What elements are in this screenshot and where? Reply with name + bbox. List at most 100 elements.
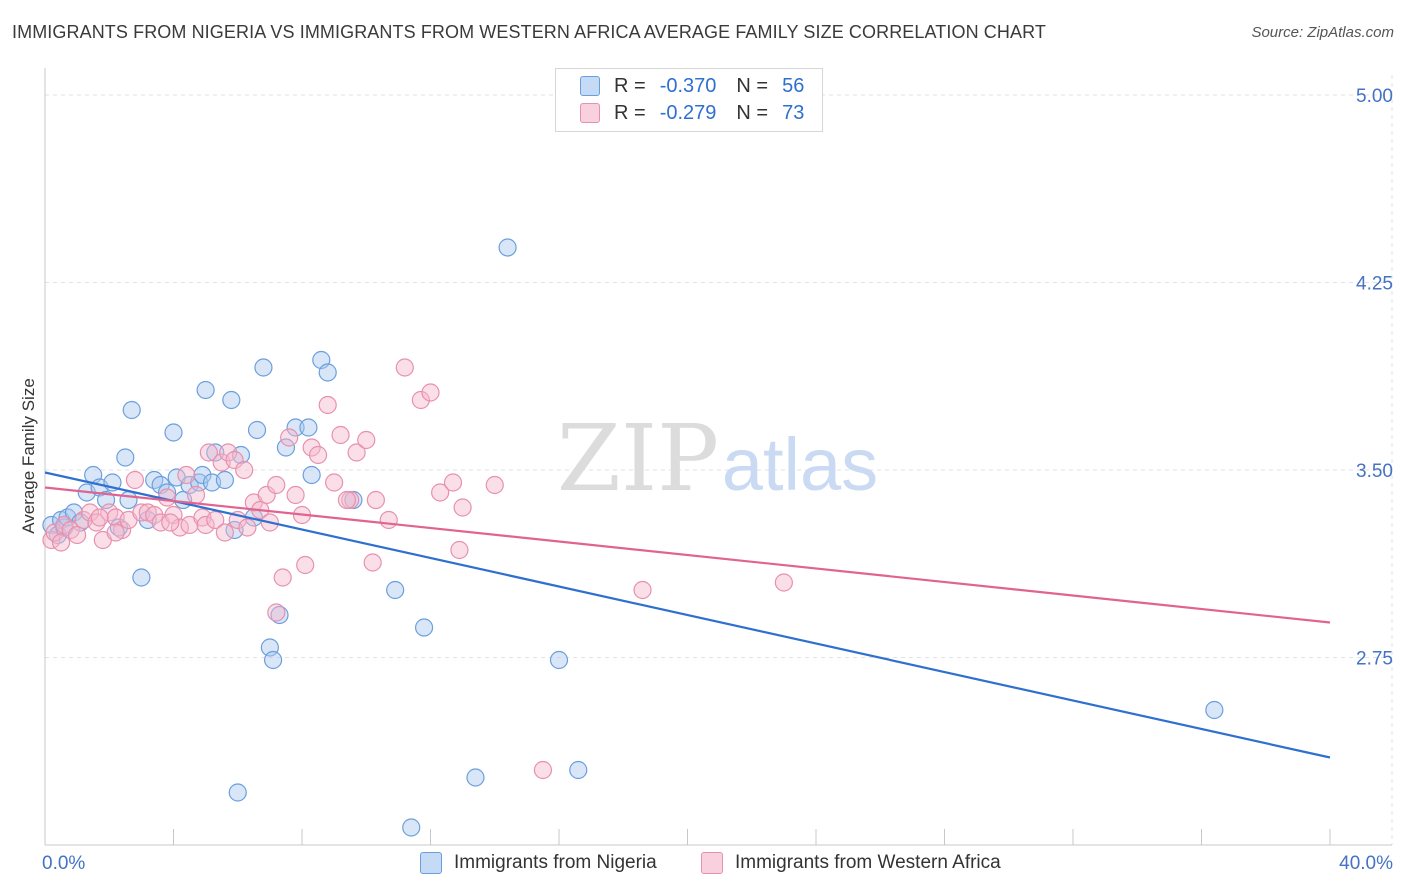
point-wafrica [267, 475, 286, 495]
point-wafrica [421, 383, 440, 402]
point-nigeria [254, 358, 273, 377]
tick-labels: 2.75 3.50 4.25 5.00 0.0% 40.0% [42, 86, 1393, 874]
bottom-legend-wafrica: Immigrants from Western Africa [701, 852, 1001, 874]
y-axis-label: Average Family Size [19, 378, 38, 534]
y-tick-label: 5.00 [1356, 86, 1393, 107]
point-nigeria [1205, 700, 1224, 720]
bottom-legend-nigeria: Immigrants from Nigeria [420, 852, 657, 874]
point-wafrica [286, 485, 305, 505]
point-wafrica [196, 515, 215, 535]
point-nigeria [549, 650, 569, 670]
legend-r-label: R = [614, 101, 646, 124]
point-wafrica [90, 508, 109, 527]
point-nigeria [247, 420, 267, 440]
bottom-legend-swatch-wafrica [701, 852, 723, 874]
point-nigeria [318, 363, 337, 382]
point-nigeria [302, 465, 321, 485]
legend-row-nigeria: R = -0.370 N = 56 [580, 74, 804, 98]
point-nigeria [109, 518, 128, 537]
y-tick-label: 4.25 [1356, 274, 1393, 295]
point-wafrica [206, 510, 225, 530]
trendlines [44, 471, 1331, 759]
watermark-atlas: atlas [722, 423, 878, 506]
point-nigeria [215, 470, 234, 490]
trendline-nigeria [44, 471, 1331, 759]
watermark: ZIP atlas [557, 405, 878, 512]
watermark-zip: ZIP [557, 405, 719, 512]
point-nigeria [276, 438, 296, 457]
point-wafrica [87, 513, 106, 532]
point-wafrica [51, 533, 71, 552]
point-wafrica [177, 465, 196, 485]
point-wafrica [235, 460, 254, 480]
point-nigeria [228, 783, 247, 802]
point-wafrica [308, 445, 328, 465]
point-nigeria [402, 818, 421, 837]
point-wafrica [68, 525, 87, 545]
point-wafrica [379, 510, 398, 530]
x-tick-label: 40.0% [1339, 853, 1393, 874]
point-wafrica [411, 390, 430, 410]
point-wafrica [633, 580, 652, 600]
point-nigeria [164, 423, 183, 442]
point-wafrica [347, 443, 366, 462]
point-wafrica [80, 503, 100, 522]
legend-n-value-wafrica: 73 [782, 101, 805, 124]
point-wafrica [443, 473, 463, 492]
point-nigeria [263, 650, 283, 670]
point-nigeria [286, 418, 305, 437]
point-nigeria [386, 580, 405, 600]
legend-row-wafrica: R = -0.279 N = 73 [580, 101, 804, 125]
point-wafrica [395, 358, 414, 377]
legend-swatch-nigeria [580, 76, 600, 96]
correlation-legend: R = -0.370 N = 56 R = -0.279 N = 73 [555, 68, 823, 132]
point-wafrica [280, 428, 299, 447]
series-nigeria [42, 238, 1224, 837]
y-tick-label: 3.50 [1356, 461, 1393, 482]
point-wafrica [774, 573, 793, 592]
point-wafrica [337, 490, 357, 510]
point-wafrica [318, 395, 337, 415]
y-tick-label: 2.75 [1356, 649, 1393, 670]
point-wafrica [125, 470, 145, 490]
grid-lines [45, 75, 1393, 845]
bottom-legend-swatch-nigeria [420, 852, 442, 874]
point-nigeria [569, 760, 588, 780]
bottom-legend-label-wafrica: Immigrants from Western Africa [735, 852, 1001, 873]
point-wafrica [296, 555, 315, 575]
legend-swatch-wafrica [580, 103, 600, 123]
point-wafrica [199, 443, 218, 462]
point-nigeria [116, 448, 135, 467]
point-wafrica [331, 425, 350, 445]
point-wafrica [273, 568, 292, 587]
point-wafrica [257, 485, 276, 505]
point-nigeria [119, 490, 138, 510]
bottom-legend-label-nigeria: Immigrants from Nigeria [454, 852, 657, 873]
point-wafrica [357, 430, 376, 450]
point-nigeria [498, 238, 517, 257]
x-tick-label: 0.0% [42, 853, 85, 874]
point-wafrica [325, 473, 344, 492]
point-wafrica [453, 498, 472, 517]
point-wafrica [219, 443, 238, 462]
point-nigeria [414, 618, 434, 637]
legend-r-value-wafrica: -0.279 [659, 101, 717, 124]
point-wafrica [225, 450, 244, 470]
point-nigeria [193, 465, 212, 485]
point-wafrica [363, 553, 382, 572]
legend-r-label: R = [614, 74, 646, 97]
point-wafrica [186, 485, 206, 505]
axes [44, 68, 1392, 846]
point-nigeria [222, 390, 241, 410]
point-nigeria [196, 380, 215, 400]
point-nigeria [206, 443, 225, 462]
point-wafrica [106, 523, 125, 542]
trendline-wafrica [44, 486, 1331, 624]
point-wafrica [161, 513, 180, 532]
point-wafrica [366, 490, 385, 510]
point-nigeria [299, 418, 318, 437]
point-wafrica [215, 523, 234, 542]
point-nigeria [466, 768, 485, 787]
point-wafrica [431, 483, 450, 502]
